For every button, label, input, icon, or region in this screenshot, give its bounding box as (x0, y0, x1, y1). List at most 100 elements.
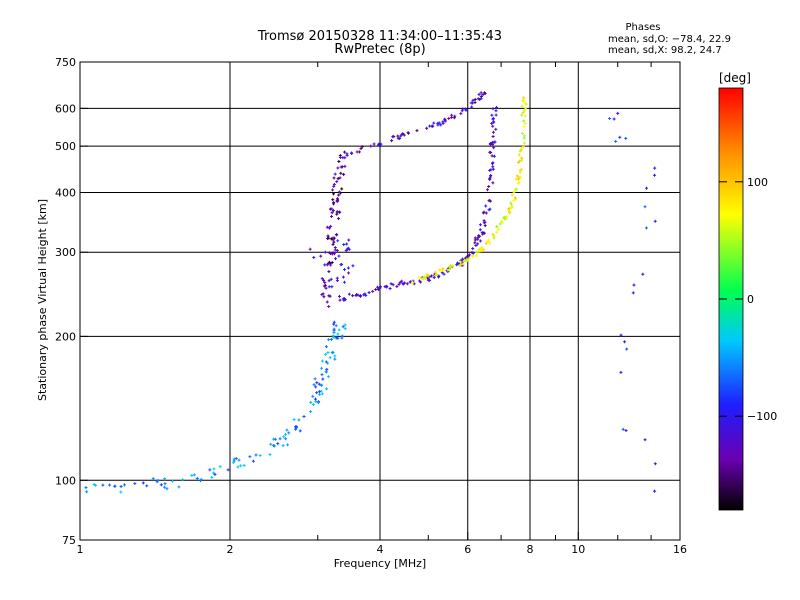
data-point (466, 259, 468, 263)
data-point (632, 291, 634, 295)
data-point (441, 271, 443, 275)
data-point (328, 285, 330, 289)
data-point (337, 199, 339, 203)
data-point (519, 168, 521, 172)
data-point (338, 328, 340, 332)
data-point (344, 327, 346, 331)
data-point (333, 240, 335, 244)
data-point (348, 271, 350, 275)
data-point (375, 288, 377, 292)
data-point (327, 375, 329, 379)
data-point (620, 333, 622, 337)
data-point (342, 275, 344, 279)
data-point (438, 121, 440, 125)
data-point (511, 206, 513, 210)
data-point (358, 150, 360, 154)
data-point (620, 370, 622, 374)
data-point (164, 482, 166, 486)
data-point (193, 473, 195, 477)
data-point (493, 154, 495, 158)
data-point (496, 230, 498, 234)
data-point (333, 202, 335, 206)
data-point (480, 246, 482, 250)
data-point (338, 210, 340, 214)
data-point (346, 242, 348, 246)
data-point (492, 130, 494, 134)
data-point (339, 176, 341, 180)
data-point (214, 472, 216, 476)
data-point (337, 336, 339, 340)
data-point (523, 124, 525, 128)
data-point (456, 263, 458, 267)
x-tick-label: 1 (77, 543, 84, 556)
y-tick-label: 200 (55, 330, 76, 343)
data-point (296, 425, 298, 429)
data-point (325, 352, 327, 356)
data-point (309, 247, 311, 251)
data-point (331, 351, 333, 355)
data-point (320, 254, 322, 258)
data-point (318, 382, 320, 386)
data-point (510, 201, 512, 205)
data-point (465, 256, 467, 260)
data-point (450, 264, 452, 268)
data-point (517, 177, 519, 181)
data-point (403, 133, 405, 137)
data-point (472, 254, 474, 258)
data-point (324, 283, 326, 287)
data-point (477, 97, 479, 101)
colorbar-ticks: 100 0 −100 (719, 176, 777, 423)
data-point (488, 238, 490, 242)
data-point (339, 298, 341, 302)
data-point (489, 207, 491, 211)
data-point (321, 277, 323, 281)
data-point (413, 282, 415, 286)
data-point (521, 156, 523, 160)
data-point (178, 485, 180, 489)
data-point (320, 389, 322, 393)
data-point (625, 429, 627, 433)
data-point (316, 381, 318, 385)
data-point (479, 239, 481, 243)
data-point (335, 257, 337, 261)
data-point (626, 347, 628, 351)
data-point (453, 116, 455, 120)
data-point (324, 263, 326, 267)
data-point (93, 483, 95, 487)
data-point (336, 210, 338, 214)
phases-line-o: mean, sd,O: −78.4, 22.9 (608, 34, 731, 45)
data-point (237, 465, 239, 469)
data-point (152, 477, 154, 481)
data-point (483, 248, 485, 252)
data-point (478, 247, 480, 251)
data-point (617, 111, 619, 115)
data-point (326, 225, 328, 229)
y-tick-label: 600 (55, 102, 76, 115)
data-point (329, 261, 331, 265)
data-point (493, 234, 495, 238)
data-point (323, 278, 325, 282)
data-point (336, 279, 338, 283)
data-point (86, 490, 88, 494)
data-point (479, 223, 481, 227)
data-point (333, 330, 335, 334)
data-point (511, 193, 513, 197)
data-point (496, 105, 498, 109)
data-point (334, 354, 336, 358)
data-point (443, 272, 445, 276)
data-point (331, 261, 333, 265)
data-point (396, 285, 398, 289)
data-point (646, 186, 648, 190)
data-point (645, 226, 647, 230)
data-point (460, 263, 462, 267)
y-tick-label: 100 (55, 474, 76, 487)
data-point (348, 292, 350, 296)
data-point (269, 452, 271, 456)
data-point (523, 119, 525, 123)
data-point (398, 282, 400, 286)
data-point (344, 323, 346, 327)
data-point (334, 246, 336, 250)
data-point (191, 473, 193, 477)
data-point (327, 261, 329, 265)
